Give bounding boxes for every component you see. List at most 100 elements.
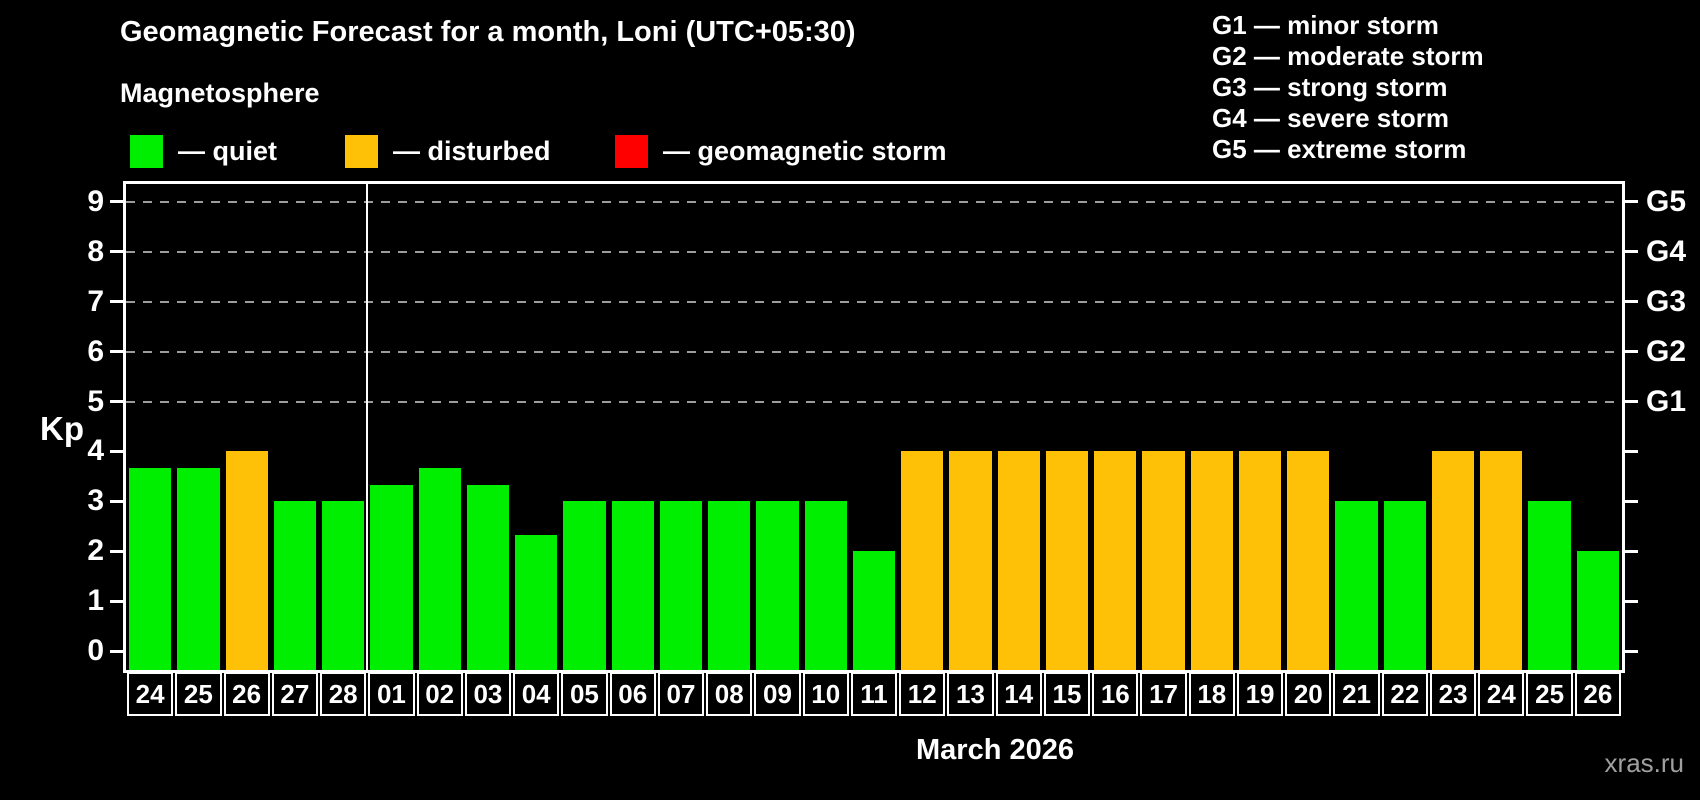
y-tick-left-2 — [110, 549, 123, 553]
date-box-06: 06 — [609, 672, 656, 716]
g-legend-line: G5 — extreme storm — [1212, 134, 1467, 164]
kp-bar-14 — [997, 451, 1040, 670]
date-box-09: 09 — [754, 672, 801, 716]
quiet-color-swatch — [130, 134, 163, 168]
y-tick-left-0 — [110, 649, 123, 653]
date-box-20: 20 — [1285, 672, 1332, 716]
y-tick-right-7 — [1625, 300, 1638, 304]
kp-bar-12 — [901, 451, 944, 670]
kp-bar-27 — [273, 501, 317, 670]
kp-bar-10 — [804, 501, 847, 670]
y-tick-label-7: 7 — [87, 284, 104, 318]
y-tick-left-4 — [110, 449, 123, 453]
g-axis-label-G4: G4 — [1646, 234, 1687, 268]
g-legend-line: G1 — minor storm — [1212, 10, 1439, 40]
date-box-26: 26 — [1574, 672, 1621, 716]
gridline-7 — [126, 300, 1622, 303]
y-tick-left-3 — [110, 499, 123, 503]
date-box-15: 15 — [1043, 672, 1091, 716]
date-box-24: 24 — [127, 672, 174, 716]
x-axis-title: March 2026 — [916, 734, 1074, 766]
y-tick-right-9 — [1625, 200, 1638, 204]
date-box-19: 19 — [1236, 672, 1284, 716]
kp-bar-15 — [1045, 451, 1089, 670]
date-box-12: 12 — [899, 672, 946, 716]
date-box-13: 13 — [947, 672, 994, 716]
legend-item-label: — disturbed — [393, 135, 551, 166]
plot-area: 0 1 2 3 4 5 6 7 8 9 G1 G2 G3 G4 G5 — [87, 181, 1686, 673]
x-axis-date-row: 24 25 26 27 28 01 02 03 04 05 06 07 08 09 10 11 12 13 14 15… — [126, 672, 1622, 716]
kp-bar-01 — [370, 484, 413, 670]
kp-bar-23 — [1431, 451, 1475, 670]
kp-bar-24 — [129, 467, 172, 670]
kp-bar-17 — [1142, 451, 1185, 670]
watermark: xras.ru — [1604, 748, 1684, 778]
y-tick-right-5 — [1625, 400, 1638, 404]
legend-item-label: — geomagnetic storm — [663, 135, 947, 166]
kp-bar-21 — [1335, 501, 1378, 670]
kp-bar-18 — [1190, 451, 1233, 670]
g-legend-line: G2 — moderate storm — [1212, 41, 1484, 71]
g-axis-label-G1: G1 — [1646, 384, 1687, 418]
kp-bar-05 — [563, 501, 606, 670]
date-box-01: 01 — [368, 672, 415, 716]
y-tick-label-4: 4 — [87, 434, 104, 468]
kp-bar-26 — [225, 451, 268, 670]
date-box-16: 16 — [1092, 672, 1139, 716]
y-tick-right-8 — [1625, 250, 1638, 254]
date-box-08: 08 — [706, 672, 753, 716]
y-tick-label-8: 8 — [87, 234, 104, 268]
g-axis-label-G5: G5 — [1646, 184, 1687, 218]
month-separator-line — [366, 184, 369, 670]
y-tick-label-3: 3 — [87, 484, 104, 518]
kp-bar-06 — [611, 501, 654, 670]
y-tick-right-6 — [1625, 350, 1638, 354]
gridline-5 — [126, 400, 1622, 403]
y-tick-left-8 — [110, 250, 123, 254]
y-tick-label-0: 0 — [87, 634, 104, 668]
y-tick-left-7 — [110, 300, 123, 304]
date-box-26: 26 — [223, 672, 270, 716]
date-box-25: 25 — [175, 672, 222, 716]
y-tick-right-4 — [1625, 449, 1638, 453]
kp-bar-11 — [852, 551, 896, 670]
gridline-6 — [126, 350, 1622, 353]
y-tick-label-9: 9 — [87, 184, 104, 218]
kp-bar-22 — [1383, 501, 1426, 670]
g-legend-line: G4 — severe storm — [1212, 103, 1450, 133]
g-axis-label-G3: G3 — [1646, 284, 1687, 318]
disturbed-color-swatch — [345, 134, 378, 168]
kp-bar-02 — [418, 467, 461, 670]
date-box-10: 10 — [802, 672, 849, 716]
kp-bar-07 — [659, 501, 703, 670]
y-axis-title: Kp — [40, 410, 84, 447]
kp-bar-19 — [1238, 451, 1282, 670]
kp-bar-03 — [466, 484, 510, 670]
date-box-24: 24 — [1478, 672, 1525, 716]
y-tick-right-2 — [1625, 549, 1638, 553]
y-tick-label-2: 2 — [87, 534, 104, 568]
date-box-04: 04 — [513, 672, 560, 716]
date-box-21: 21 — [1333, 672, 1380, 716]
magnetosphere-label: Magnetosphere — [120, 78, 320, 108]
y-tick-label-6: 6 — [87, 334, 104, 368]
kp-bar-16 — [1094, 451, 1137, 670]
date-box-25: 25 — [1526, 672, 1573, 716]
kp-bar-24 — [1480, 451, 1523, 670]
y-tick-left-1 — [110, 599, 123, 603]
kp-bar-28 — [322, 501, 365, 670]
y-tick-label-5: 5 — [87, 384, 104, 418]
y-tick-left-6 — [110, 350, 123, 354]
date-box-05: 05 — [561, 672, 608, 716]
date-box-14: 14 — [995, 672, 1042, 716]
g-legend-line: G3 — strong storm — [1212, 72, 1448, 102]
g-axis-label-G2: G2 — [1646, 334, 1687, 368]
kp-bar-08 — [708, 501, 751, 670]
gridline-9 — [126, 200, 1622, 203]
date-box-27: 27 — [271, 672, 319, 716]
date-box-07: 07 — [657, 672, 705, 716]
kp-bar-25 — [177, 467, 220, 670]
date-box-03: 03 — [464, 672, 512, 716]
kp-bar-13 — [949, 451, 992, 670]
